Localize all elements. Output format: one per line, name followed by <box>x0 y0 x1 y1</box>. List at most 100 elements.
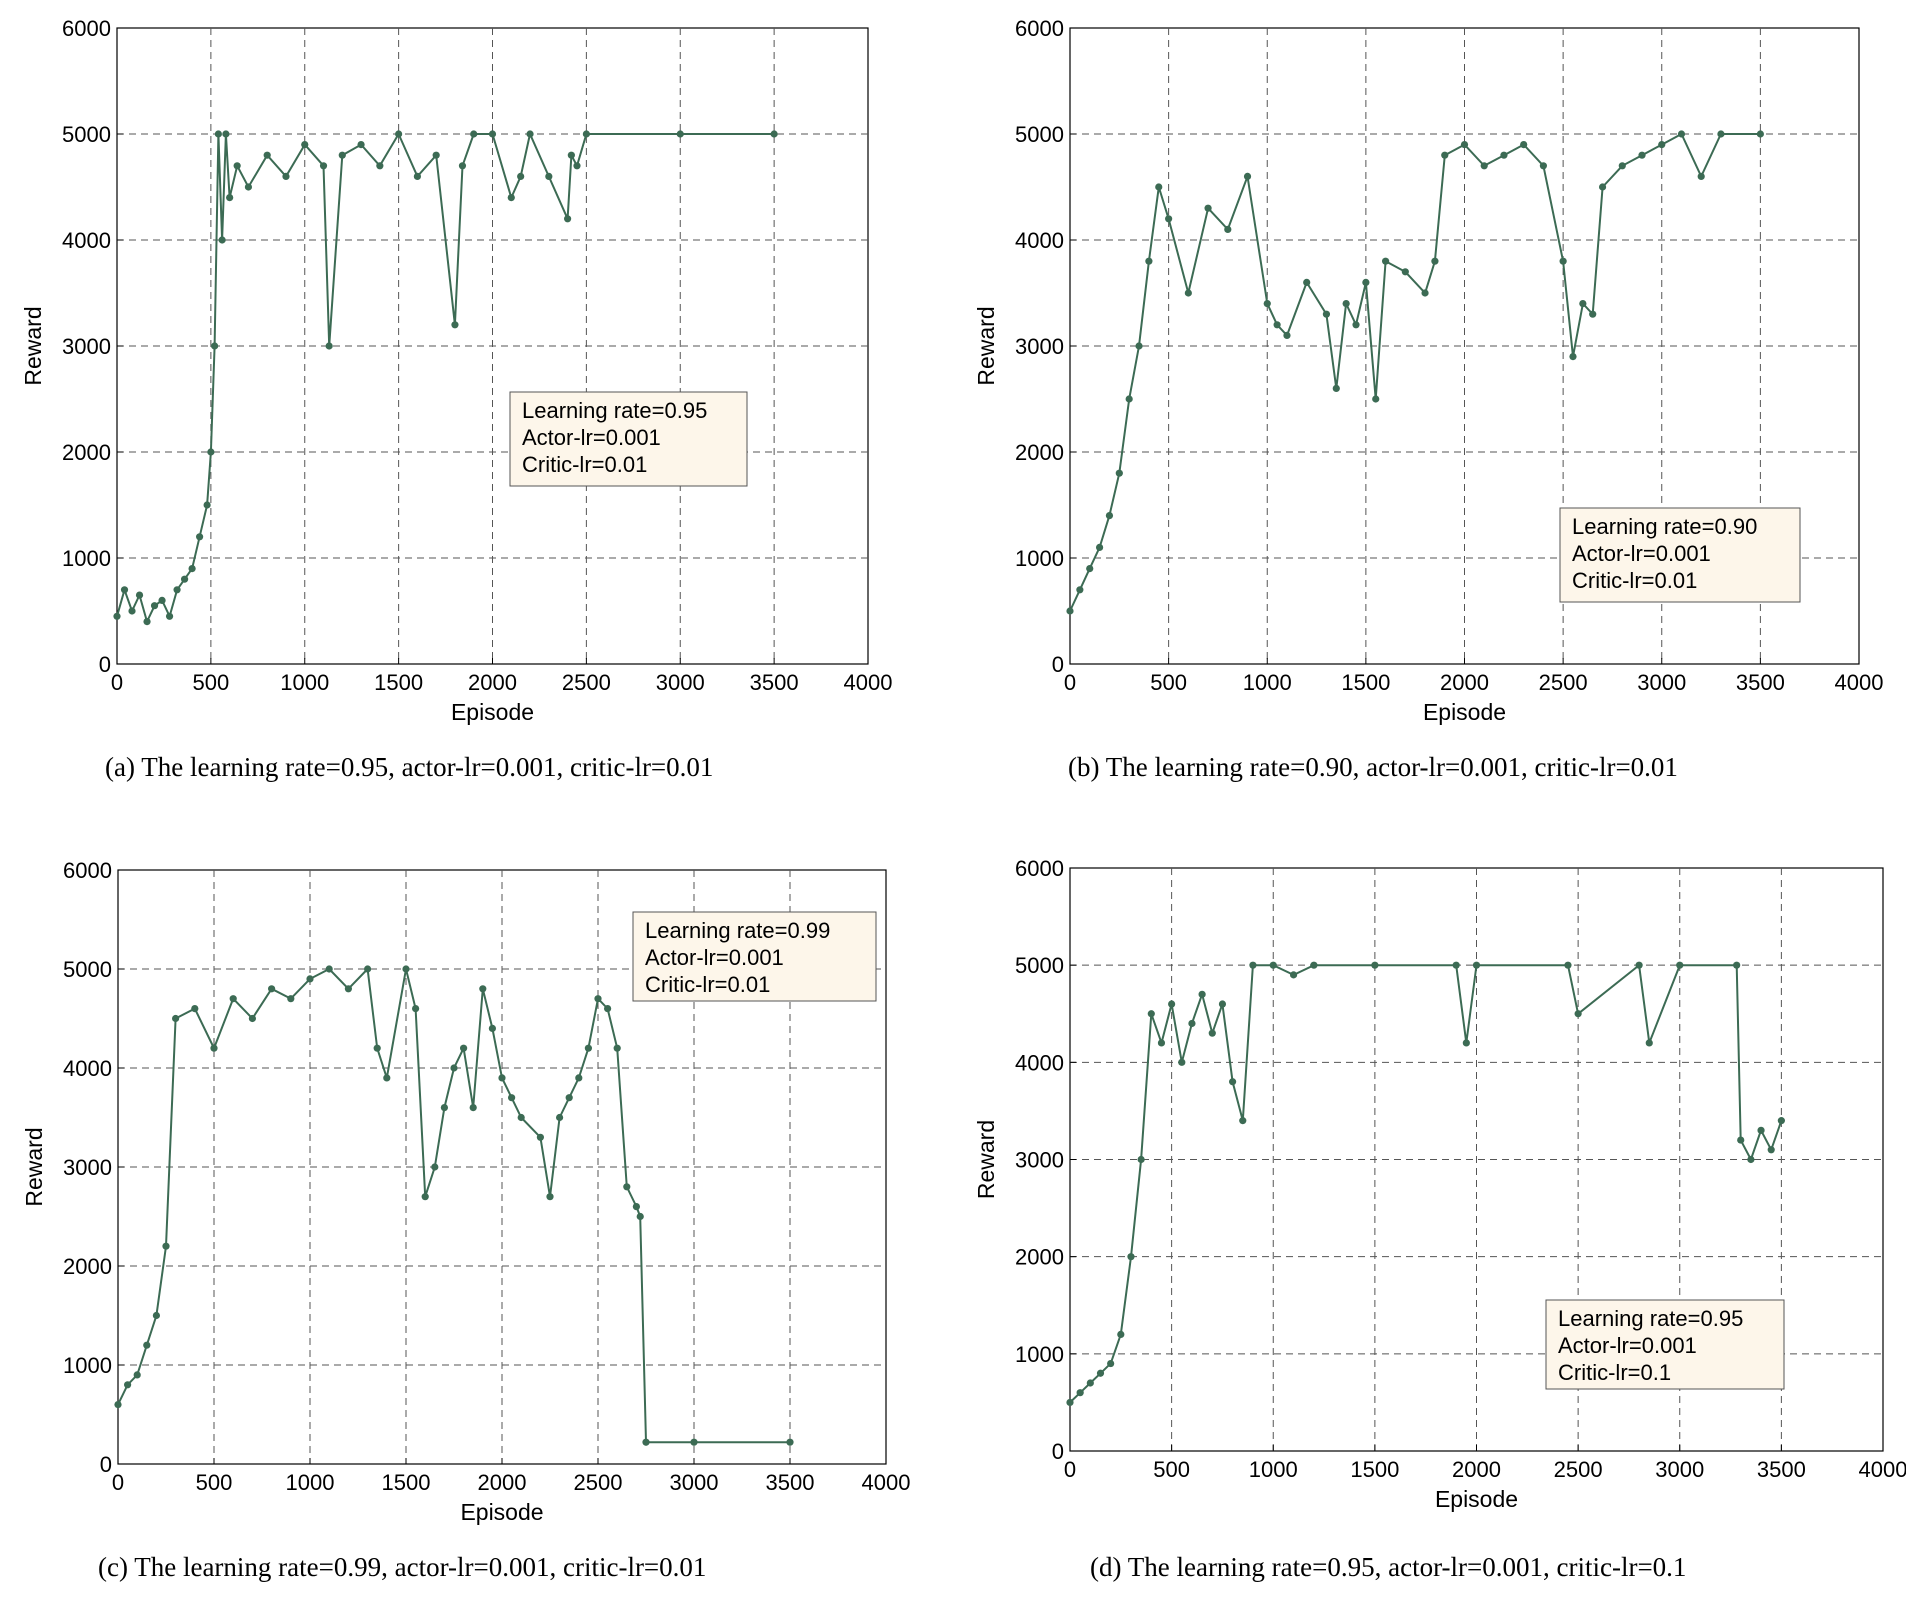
y-tick-label: 1000 <box>1015 1342 1064 1367</box>
data-point <box>1283 331 1291 339</box>
data-point <box>1303 278 1311 286</box>
y-tick-label: 1000 <box>62 546 111 571</box>
caption-c: (c) The learning rate=0.99, actor-lr=0.0… <box>98 1552 707 1582</box>
data-point <box>584 1044 593 1052</box>
data-point <box>770 130 778 138</box>
data-point <box>113 612 121 620</box>
x-tick-label: 1000 <box>1243 670 1292 695</box>
x-tick-label: 3000 <box>656 670 705 695</box>
data-point <box>1076 586 1084 594</box>
y-tick-label: 0 <box>100 1452 112 1477</box>
data-point <box>460 1044 468 1052</box>
y-axis-label: Reward <box>21 1127 47 1206</box>
x-tick-label: 2500 <box>1539 670 1588 695</box>
legend-text: Critic-lr=0.01 <box>645 972 770 997</box>
data-point <box>488 1024 496 1032</box>
data-point <box>498 1074 506 1082</box>
data-point <box>536 1133 545 1141</box>
x-tick-label: 2000 <box>1452 1457 1501 1482</box>
x-tick-label: 1500 <box>1350 1457 1399 1482</box>
data-point <box>1756 130 1764 138</box>
x-tick-label: 2500 <box>562 670 611 695</box>
data-point <box>1165 215 1173 223</box>
legend-text: Actor-lr=0.001 <box>1572 541 1711 566</box>
legend-text: Actor-lr=0.001 <box>522 425 661 450</box>
x-tick-label: 1000 <box>280 670 329 695</box>
data-point <box>1559 257 1567 265</box>
data-point <box>507 194 515 202</box>
y-tick-label: 1000 <box>1015 546 1064 571</box>
data-point <box>582 130 590 138</box>
data-point <box>458 162 467 170</box>
data-point <box>373 1044 381 1052</box>
data-point <box>546 1193 554 1201</box>
data-point <box>1273 321 1281 329</box>
x-tick-label: 500 <box>1150 670 1187 695</box>
chart-a-svg: 0 500 1000 1500 2000 2500 3000 3500 4000 0 1000 200… <box>20 16 893 725</box>
data-point <box>263 151 271 159</box>
x-tick-label: 0 <box>1064 670 1076 695</box>
data-point <box>421 1193 429 1201</box>
x-tick-label: 1500 <box>1341 670 1390 695</box>
y-tick-label: 2000 <box>62 440 111 465</box>
data-point <box>1574 1010 1582 1018</box>
data-point <box>1076 1389 1084 1397</box>
y-tick-label: 3000 <box>1015 1148 1064 1173</box>
x-tick-label: 3500 <box>1736 670 1785 695</box>
data-point <box>143 618 151 626</box>
y-tick-label: 6000 <box>62 16 111 41</box>
data-point <box>222 130 230 138</box>
data-point <box>1145 257 1153 265</box>
data-point <box>1539 162 1547 170</box>
data-point <box>1168 1000 1176 1008</box>
caption-d: (d) The learning rate=0.95, actor-lr=0.0… <box>1090 1552 1687 1582</box>
y-tick-label: 3000 <box>1015 334 1064 359</box>
x-tick-label: 4000 <box>844 670 893 695</box>
y-tick-label: 4000 <box>1015 1050 1064 1075</box>
x-tick-label: 500 <box>1153 1457 1190 1482</box>
data-point <box>1569 353 1577 361</box>
data-point <box>1352 321 1360 329</box>
data-point <box>244 183 253 191</box>
data-point <box>268 985 276 993</box>
y-axis-label: Reward <box>973 1120 999 1199</box>
data-point <box>1472 961 1481 969</box>
data-point <box>564 215 572 223</box>
x-tick-label: 4000 <box>1835 670 1884 695</box>
data-point <box>344 985 352 993</box>
data-point <box>1263 300 1271 308</box>
y-tick-label: 0 <box>99 652 111 677</box>
x-axis-label: Episode <box>460 1499 543 1525</box>
data-point <box>114 1401 122 1409</box>
data-point <box>594 995 602 1003</box>
data-point <box>1362 278 1370 286</box>
data-point <box>1564 961 1572 969</box>
data-point <box>357 141 365 149</box>
data-point <box>431 1163 439 1171</box>
x-axis-label: Episode <box>1435 1486 1518 1512</box>
legend-box <box>632 911 877 1002</box>
data-point <box>1204 204 1212 212</box>
legend-text: Learning rate=0.90 <box>1572 514 1757 539</box>
data-point <box>1372 395 1380 403</box>
data-point <box>488 130 497 138</box>
data-point <box>1289 971 1298 979</box>
data-point <box>395 130 403 138</box>
data-point <box>1677 130 1686 138</box>
data-point <box>1157 1039 1166 1047</box>
data-point <box>1188 1019 1196 1028</box>
data-point <box>1096 1369 1105 1377</box>
data-point <box>211 342 219 350</box>
x-tick-label: 3500 <box>766 1470 815 1495</box>
x-tick-label: 3500 <box>1757 1457 1806 1482</box>
data-point <box>133 1371 141 1379</box>
y-tick-label: 3000 <box>62 334 111 359</box>
data-point <box>1737 1136 1745 1144</box>
data-point <box>786 1438 794 1446</box>
data-point <box>479 985 487 993</box>
data-point <box>1105 511 1114 520</box>
data-point <box>150 602 159 610</box>
legend-text: Critic-lr=0.01 <box>1572 568 1697 593</box>
data-point <box>604 1005 612 1013</box>
